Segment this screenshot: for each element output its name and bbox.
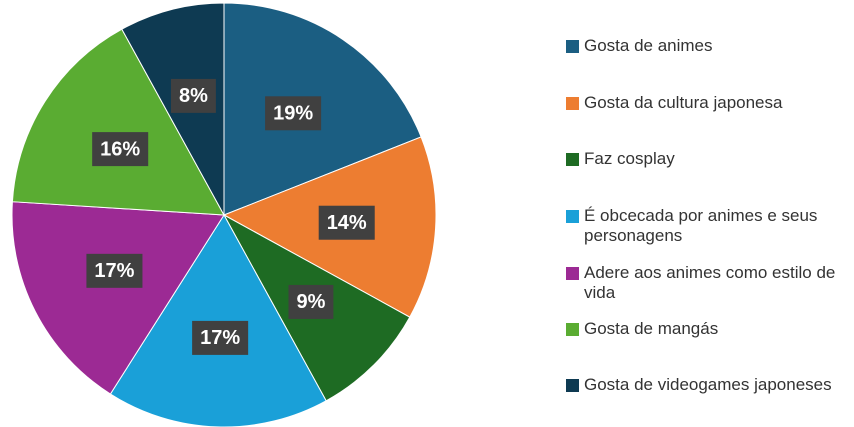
legend-swatch <box>566 267 579 280</box>
legend-item: É obcecada por animes e seus personagens <box>566 206 836 246</box>
data-label-text: 17% <box>94 260 134 282</box>
legend-item: Faz cosplay <box>566 149 836 169</box>
pie-slice <box>11 201 225 395</box>
data-label-box <box>265 96 322 131</box>
legend-swatch <box>566 323 579 336</box>
data-label: 8% <box>170 78 216 113</box>
data-label-text: 16% <box>100 138 140 160</box>
legend-label: É obcecada por animes e seus personagens <box>584 206 818 245</box>
data-label-text: 17% <box>200 327 240 349</box>
data-label: 17% <box>86 253 143 288</box>
legend-swatch <box>566 153 579 166</box>
legend-item: Gosta de animes <box>566 36 836 56</box>
legend-item: Gosta da cultura japonesa <box>566 93 836 113</box>
data-label-text: 9% <box>296 291 325 313</box>
pie-slice <box>223 2 422 216</box>
data-label-box <box>92 132 149 167</box>
data-label-box <box>192 320 249 355</box>
data-label-text: 19% <box>273 103 313 125</box>
data-label-box <box>86 253 143 288</box>
legend-swatch <box>566 97 579 110</box>
legend-label: Gosta de mangás <box>584 319 719 338</box>
legend-label: Adere aos animes como estilo de vida <box>584 263 836 302</box>
legend-label: Gosta da cultura japonesa <box>584 93 783 112</box>
data-label-box <box>288 284 334 319</box>
data-label: 14% <box>318 205 375 240</box>
data-label: 19% <box>265 96 322 131</box>
data-label: 17% <box>192 320 249 355</box>
data-label-box <box>170 78 216 113</box>
data-label-box <box>318 205 375 240</box>
data-label-text: 8% <box>179 85 208 107</box>
legend-item: Adere aos animes como estilo de vida <box>566 263 836 303</box>
legend-item: Gosta de videogames japoneses <box>566 375 836 395</box>
pie-slice <box>11 28 225 216</box>
legend-label: Gosta de videogames japoneses <box>584 375 832 394</box>
legend-item: Gosta de mangás <box>566 319 836 339</box>
legend-swatch <box>566 379 579 392</box>
data-label: 9% <box>288 284 334 319</box>
data-label: 16% <box>92 132 149 167</box>
legend-swatch <box>566 210 579 223</box>
legend-label: Faz cosplay <box>584 149 675 168</box>
legend-swatch <box>566 40 579 53</box>
legend-label: Gosta de animes <box>584 36 713 55</box>
data-label-text: 14% <box>327 212 367 234</box>
